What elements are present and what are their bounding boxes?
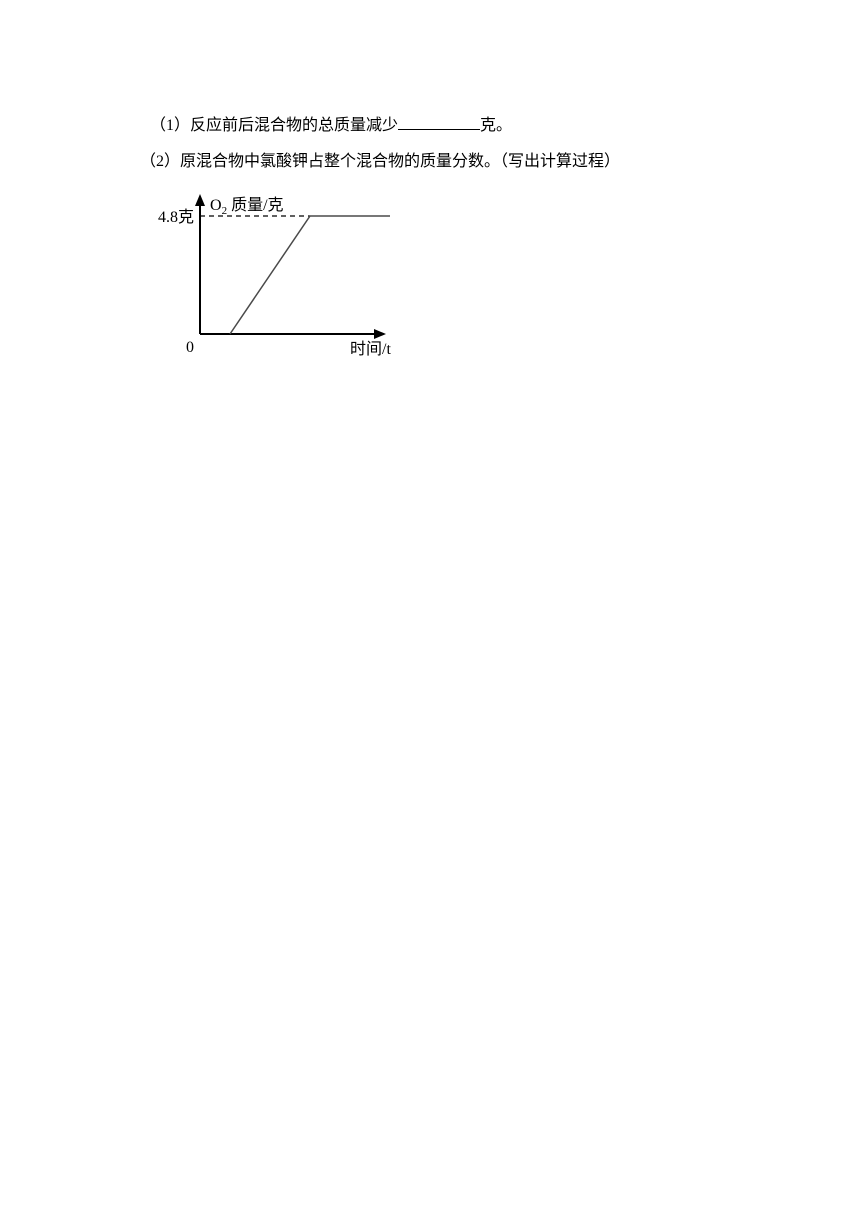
- o2-mass-chart: O2 质量/克 4.8克 0 时间/t: [140, 184, 410, 364]
- question-1: （1）反应前后混合物的总质量减少 克。: [140, 110, 720, 142]
- y-axis-label: O2 质量/克: [210, 196, 284, 217]
- x-axis-label: 时间/t: [350, 340, 391, 358]
- blank-field[interactable]: [398, 114, 480, 130]
- question-2: （2）原混合物中氯酸钾占整个混合物的质量分数。（写出计算过程）: [140, 146, 720, 178]
- q2-text: （2）原混合物中氯酸钾占整个混合物的质量分数。（写出计算过程）: [140, 153, 620, 170]
- y-axis-arrow: [195, 194, 205, 206]
- origin-label: 0: [186, 339, 194, 356]
- data-line: [230, 216, 390, 334]
- chart-container: O2 质量/克 4.8克 0 时间/t: [140, 184, 720, 364]
- q1-suffix: 克。: [480, 117, 512, 134]
- y-tick-label: 4.8克: [158, 208, 194, 226]
- x-axis-arrow: [374, 329, 386, 339]
- q1-prefix: （1）反应前后混合物的总质量减少: [150, 117, 398, 134]
